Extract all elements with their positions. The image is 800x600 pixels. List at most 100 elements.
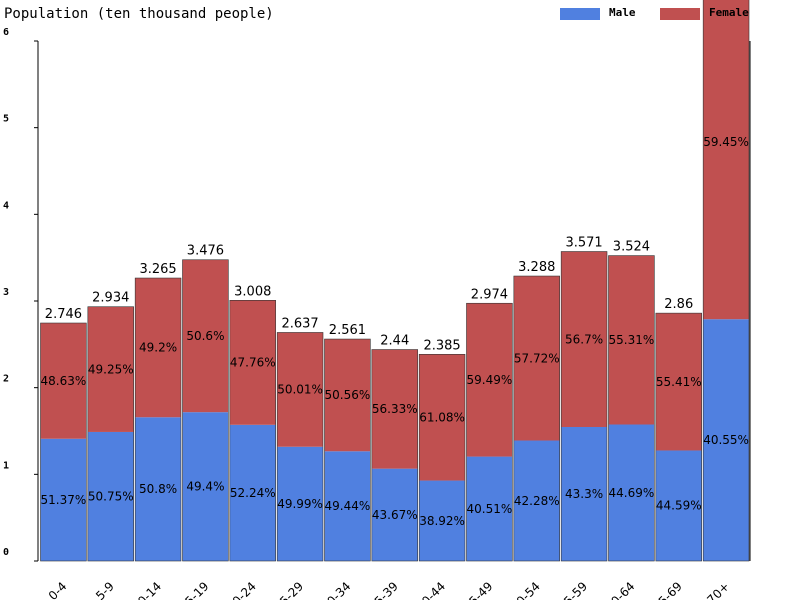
x-tick-label-20-24: 20-24 — [224, 579, 259, 600]
label-total-60-64: 3.524 — [613, 240, 650, 255]
bar-male-10-14 — [135, 417, 181, 561]
y-tick-label-3: 3 — [3, 287, 9, 298]
label-male-pct-5-9: 50.75% — [88, 489, 134, 503]
bar-female-40-44 — [419, 354, 465, 481]
bar-male-30-34 — [324, 451, 371, 561]
x-tick-label-55-59: 55-59 — [556, 579, 591, 600]
label-female-pct-55-59: 56.7% — [565, 332, 603, 346]
label-male-pct-45-49: 40.51% — [467, 502, 513, 516]
x-tick-label-70+: 70+ — [704, 579, 732, 600]
bar-female-65-69 — [655, 313, 702, 451]
x-tick-label-60-64: 60-64 — [603, 579, 638, 600]
label-total-45-49: 2.974 — [471, 287, 508, 302]
bar-outline-10-14 — [134, 277, 182, 562]
label-total-10-14: 3.265 — [139, 262, 176, 277]
bar-female-0-4 — [40, 323, 87, 439]
label-male-pct-55-59: 43.3% — [565, 487, 603, 501]
bar-outline-50-54 — [513, 275, 560, 562]
x-tick-label-30-34: 30-34 — [319, 579, 354, 600]
label-female-pct-5-9: 49.25% — [88, 362, 134, 376]
label-female-pct-15-19: 50.6% — [186, 329, 224, 343]
x-tick-label-10-14: 10-14 — [130, 579, 165, 600]
bar-male-70+ — [703, 319, 749, 561]
x-tick-label-50-54: 50-54 — [508, 579, 543, 600]
legend-label-female: Female — [709, 6, 749, 19]
label-female-pct-60-64: 55.31% — [609, 333, 655, 347]
label-female-pct-35-39: 56.33% — [372, 402, 418, 416]
label-female-pct-20-24: 47.76% — [230, 356, 276, 370]
label-total-5-9: 2.934 — [92, 291, 129, 306]
bar-male-25-29 — [277, 446, 323, 561]
bar-outline-0-4 — [40, 322, 87, 562]
bar-outline-20-24 — [229, 300, 276, 562]
x-tick-label-35-39: 35-39 — [366, 579, 401, 600]
label-female-pct-45-49: 59.49% — [467, 373, 513, 387]
legend-label-male: Male — [609, 6, 636, 19]
bar-outline-15-19 — [182, 259, 229, 562]
bar-male-15-19 — [182, 412, 229, 561]
x-tick-label-0-4: 0-4 — [46, 579, 70, 600]
bar-female-25-29 — [277, 332, 323, 447]
bar-male-20-24 — [229, 424, 276, 561]
bar-male-60-64 — [608, 424, 655, 561]
y-tick-label-5: 5 — [3, 114, 9, 125]
bar-outline-60-64 — [608, 255, 655, 562]
bar-female-50-54 — [513, 276, 560, 441]
label-male-pct-20-24: 52.24% — [230, 486, 276, 500]
label-male-pct-50-54: 42.28% — [514, 494, 560, 508]
label-male-pct-30-34: 49.44% — [325, 499, 371, 513]
label-female-pct-40-44: 61.08% — [419, 410, 465, 424]
bars-layer — [40, 0, 750, 562]
bar-male-0-4 — [40, 438, 87, 561]
label-male-pct-10-14: 50.8% — [139, 482, 177, 496]
bar-male-45-49 — [466, 456, 513, 561]
y-tick-label-6: 6 — [3, 27, 9, 38]
x-tick-label-40-44: 40-44 — [414, 579, 449, 600]
label-total-0-4: 2.746 — [45, 307, 82, 322]
label-male-pct-35-39: 43.67% — [372, 508, 418, 522]
bar-male-50-54 — [513, 440, 560, 561]
bar-outline-40-44 — [418, 353, 466, 562]
label-total-50-54: 3.288 — [518, 260, 555, 275]
bar-male-65-69 — [655, 450, 702, 561]
bar-male-40-44 — [419, 480, 465, 561]
label-female-pct-50-54: 57.72% — [514, 351, 560, 365]
bar-outline-55-59 — [560, 251, 608, 562]
label-male-pct-70+: 40.55% — [703, 433, 749, 447]
bar-female-70+ — [703, 0, 749, 320]
y-tick-label-1: 1 — [3, 460, 9, 471]
chart-title: Population (ten thousand people) — [4, 6, 274, 22]
x-tick-label-65-69: 65-69 — [650, 579, 685, 600]
label-total-65-69: 2.86 — [664, 297, 693, 312]
label-male-pct-25-29: 49.99% — [277, 497, 323, 511]
bar-female-45-49 — [466, 303, 513, 457]
x-tick-label-5-9: 5-9 — [93, 579, 117, 600]
bar-outline-70+ — [702, 0, 750, 562]
label-female-pct-30-34: 50.56% — [325, 388, 371, 402]
bar-outline-30-34 — [324, 338, 371, 562]
bar-outline-65-69 — [655, 312, 702, 562]
label-male-pct-60-64: 44.69% — [609, 486, 655, 500]
label-total-30-34: 2.561 — [329, 323, 366, 338]
bar-outline-25-29 — [276, 332, 324, 562]
label-total-35-39: 2.44 — [380, 334, 409, 349]
legend-swatch-female — [660, 8, 700, 20]
label-female-pct-25-29: 50.01% — [277, 383, 323, 397]
bar-female-15-19 — [182, 259, 229, 413]
x-tick-label-45-49: 45-49 — [461, 579, 496, 600]
bar-male-5-9 — [87, 431, 134, 561]
bar-male-55-59 — [561, 426, 607, 561]
label-female-pct-0-4: 48.63% — [41, 374, 87, 388]
bar-female-20-24 — [229, 300, 276, 425]
bar-female-60-64 — [608, 255, 655, 425]
label-female-pct-10-14: 49.2% — [139, 341, 177, 355]
label-total-40-44: 2.385 — [423, 338, 460, 353]
axes-layer: 0 1 2 3 4 5 6 — [3, 27, 751, 562]
bar-female-55-59 — [561, 251, 607, 427]
y-tick-label-2: 2 — [3, 374, 9, 385]
label-female-pct-70+: 59.45% — [703, 135, 749, 149]
label-male-pct-15-19: 49.4% — [186, 480, 224, 494]
label-total-55-59: 3.571 — [565, 236, 602, 251]
y-tick-label-0: 0 — [3, 547, 9, 558]
